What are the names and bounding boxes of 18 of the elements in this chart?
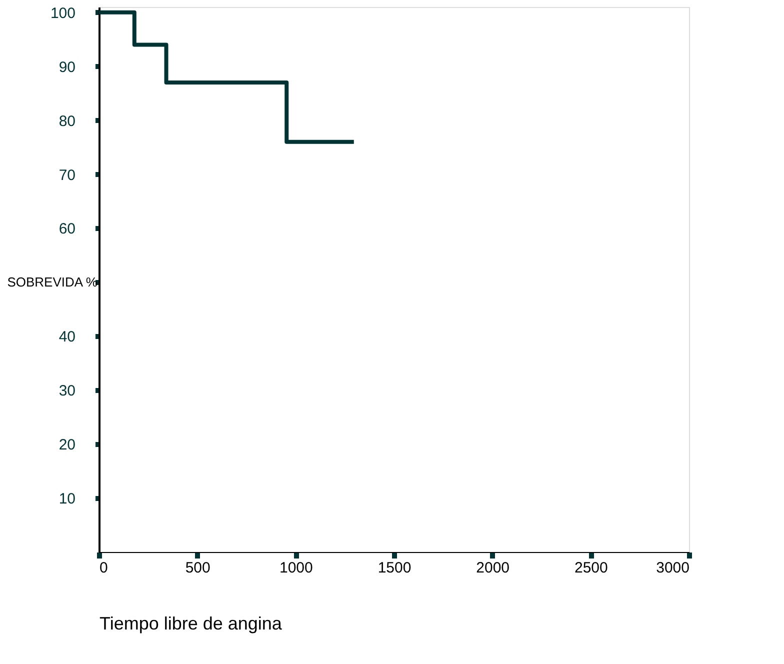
x-tick-label: 2500: [574, 560, 608, 576]
x-tick-label: 3000: [656, 560, 690, 576]
y-tick-label: 40: [58, 328, 76, 346]
x-tick-label: 1000: [279, 560, 313, 576]
y-tick-label: 80: [58, 112, 76, 130]
y-tick-label: 20: [58, 436, 76, 454]
y-tick-label: 60: [58, 220, 76, 238]
x-tick-label: 0: [100, 560, 108, 576]
y-tick-label: 10: [58, 490, 76, 508]
y-tick-label: 30: [58, 382, 76, 400]
y-tick-label: 70: [58, 166, 76, 184]
y-tick-label: 90: [58, 58, 76, 76]
y-tick-label: 100: [50, 4, 76, 22]
y-axis-title: SOBREVIDA %: [7, 274, 98, 290]
x-tick-label: 2000: [476, 560, 510, 576]
x-axis-title: Tiempo libre de angina: [100, 614, 283, 634]
x-tick-label: 500: [185, 560, 210, 576]
x-tick-label: 1500: [378, 560, 412, 576]
